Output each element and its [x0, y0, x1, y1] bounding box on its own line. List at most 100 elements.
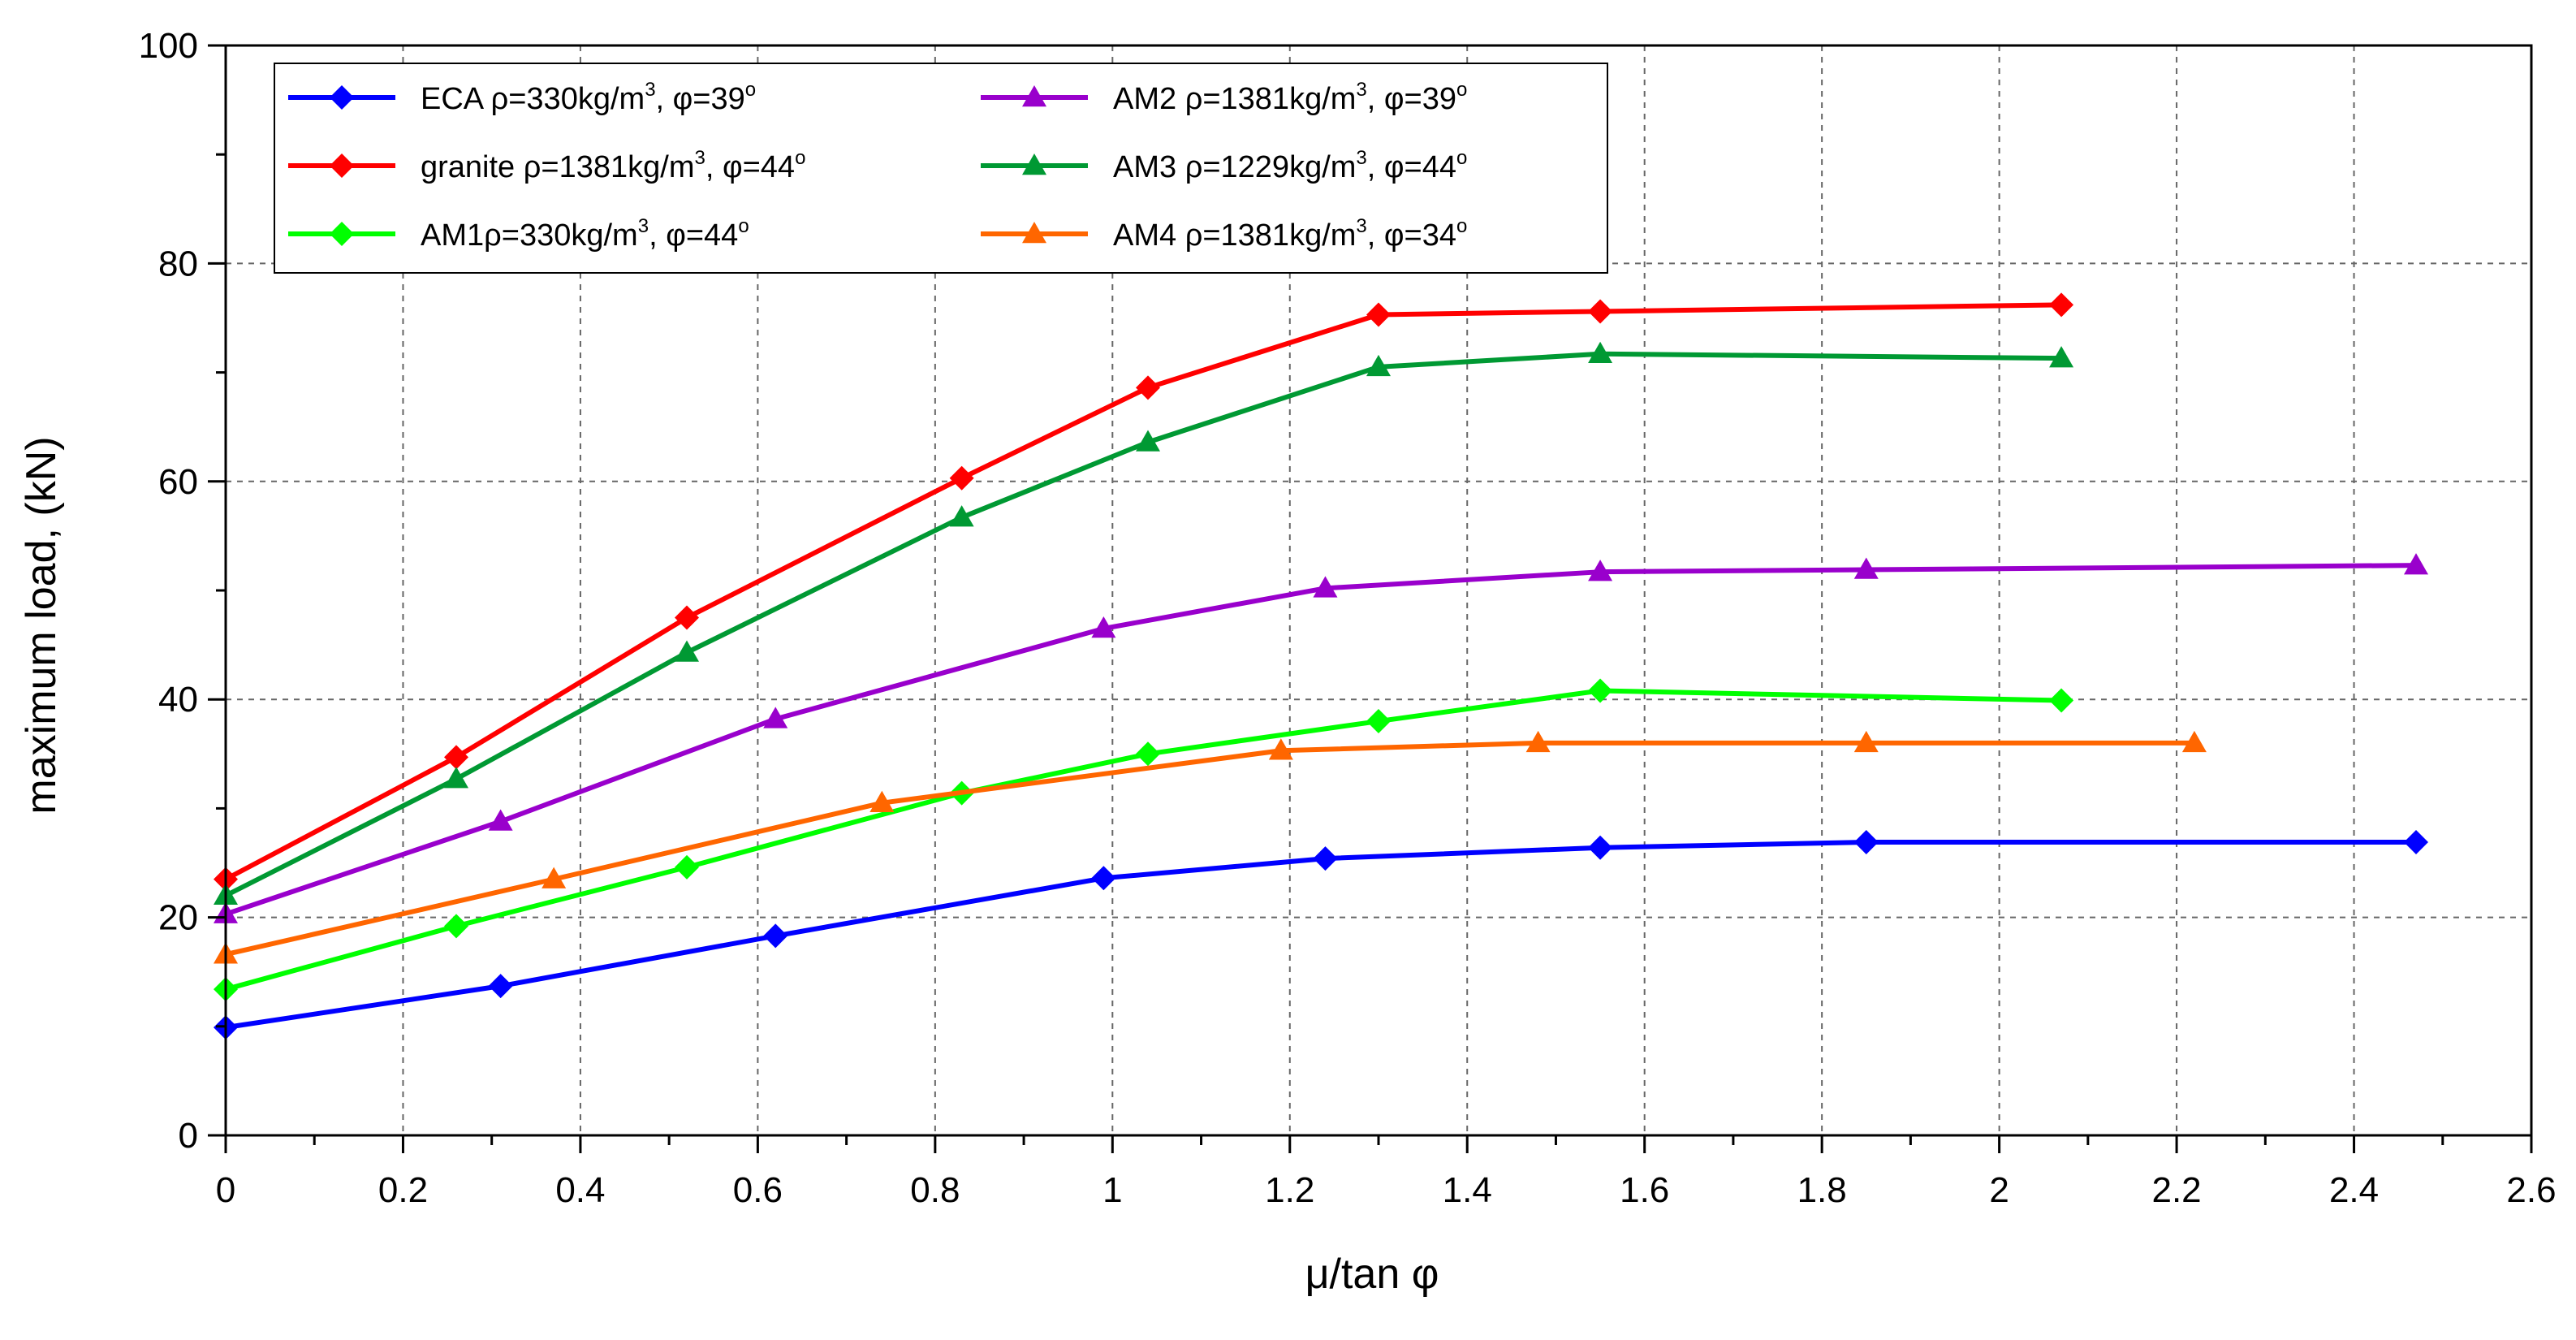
superscript: 3: [694, 147, 705, 169]
text: ρ=: [1176, 150, 1220, 184]
legend-marker: [330, 85, 354, 110]
am3-point: [2049, 346, 2074, 368]
granite-point: [1136, 375, 1160, 400]
series-am3: [214, 341, 2074, 906]
am1-point: [444, 914, 468, 939]
x-tick-label: 2.4: [2329, 1170, 2379, 1210]
am3-point: [675, 640, 699, 662]
y-tick-label: 60: [158, 462, 198, 502]
text: , φ=: [1367, 150, 1422, 184]
am4-point: [1853, 730, 1879, 753]
granite-point: [949, 465, 974, 491]
series-name: AM2: [1113, 82, 1176, 116]
series-eca: [214, 830, 2428, 1040]
y-tick-label: 40: [158, 680, 198, 720]
eca-point: [2404, 830, 2428, 855]
eca-point: [488, 974, 513, 999]
legend-entry-am3: AM3 ρ=1229kg/m3, φ=44o: [981, 147, 1467, 184]
am3-point: [1588, 341, 1613, 364]
superscript: 3: [1356, 215, 1366, 237]
superscript: o: [738, 215, 749, 237]
text: kg/m: [578, 82, 645, 116]
am3-point: [1366, 354, 1391, 377]
x-tick-label: 1.4: [1443, 1170, 1492, 1210]
legend-label: AM2 ρ=1381kg/m3, φ=39o: [1113, 79, 1467, 116]
legend-entry-am1: AM1ρ=330kg/m3, φ=44o: [288, 215, 749, 253]
series-name: ECA: [421, 82, 485, 116]
x-tick-label: 0.2: [378, 1170, 428, 1210]
x-tick-label: 0.6: [733, 1170, 783, 1210]
y-tick-label: 20: [158, 898, 198, 938]
phi-value: 34: [1422, 218, 1456, 253]
superscript: 3: [645, 79, 655, 101]
legend-label: AM1ρ=330kg/m3, φ=44o: [421, 215, 749, 253]
text: kg/m: [1289, 150, 1356, 184]
text: kg/m: [1289, 82, 1356, 116]
x-axis-label: μ/tan φ: [1305, 1251, 1439, 1298]
am3-point: [949, 505, 974, 527]
am1-point: [1588, 678, 1613, 703]
series-granite: [214, 292, 2074, 892]
eca-point: [1313, 846, 1338, 871]
legend-entry-am4: AM4 ρ=1381kg/m3, φ=34o: [981, 215, 1467, 253]
am1-point: [2049, 688, 2074, 713]
superscript: o: [1456, 215, 1467, 237]
legend-marker: [1022, 153, 1046, 175]
legend-label: granite ρ=1381kg/m3, φ=44o: [421, 147, 805, 184]
y-tick-label: 0: [179, 1116, 198, 1156]
am1-point: [675, 854, 699, 880]
legend-label: AM4 ρ=1381kg/m3, φ=34o: [1113, 215, 1467, 253]
am4-point: [2181, 730, 2207, 753]
am1-point: [1366, 709, 1391, 734]
granite-point: [675, 605, 699, 630]
x-tick-label: 0: [216, 1170, 235, 1210]
rho-value: 330: [526, 82, 577, 116]
rho-value: 1381: [1221, 218, 1290, 253]
series-name: granite: [421, 150, 515, 184]
series-group: [214, 292, 2428, 1040]
superscript: 3: [638, 215, 649, 237]
text: , φ=: [705, 150, 761, 184]
text: , φ=: [1367, 218, 1422, 253]
series-am4: [214, 730, 2207, 964]
granite-point: [1588, 299, 1613, 324]
series-am1: [214, 678, 2074, 1002]
text: kg/m: [628, 150, 694, 184]
x-tick-label: 1: [1102, 1170, 1122, 1210]
y-tick-label: 80: [158, 244, 198, 283]
text: kg/m: [571, 218, 637, 253]
eca-point: [1091, 866, 1116, 891]
eca-line: [225, 840, 2416, 1031]
text: , φ=: [656, 82, 711, 116]
text: ρ=: [482, 82, 526, 116]
text: kg/m: [1289, 218, 1356, 253]
am2-point: [1853, 557, 1879, 579]
rho-value: 1381: [559, 150, 628, 184]
phi-value: 44: [1422, 150, 1456, 184]
superscript: o: [1456, 147, 1467, 169]
text: ρ=: [1176, 82, 1220, 116]
legend-label: AM3 ρ=1229kg/m3, φ=44o: [1113, 147, 1467, 184]
x-tick-label: 1.2: [1265, 1170, 1314, 1210]
legend-label: ECA ρ=330kg/m3, φ=39o: [421, 79, 756, 116]
text: ρ=: [484, 218, 520, 253]
x-tick-label: 2.6: [2506, 1170, 2556, 1210]
legend-box: [274, 63, 1608, 274]
x-tick-label: 0.8: [910, 1170, 960, 1210]
granite-point: [1366, 302, 1391, 327]
superscript: o: [745, 79, 756, 101]
am2-point: [763, 707, 788, 728]
series-name: AM4: [1113, 218, 1176, 253]
phi-value: 44: [704, 218, 738, 253]
am1-point: [1136, 741, 1160, 767]
eca-point: [1588, 835, 1613, 860]
series-am2: [214, 553, 2428, 923]
y-axis-label: maximum load, (kN): [18, 436, 65, 814]
text: ρ=: [515, 150, 559, 184]
am4-point: [869, 790, 895, 812]
legend-entry-am2: AM2 ρ=1381kg/m3, φ=39o: [981, 79, 1467, 116]
am4-line: [225, 740, 2194, 957]
am2-point: [1091, 616, 1116, 638]
granite-line: [224, 302, 2062, 882]
